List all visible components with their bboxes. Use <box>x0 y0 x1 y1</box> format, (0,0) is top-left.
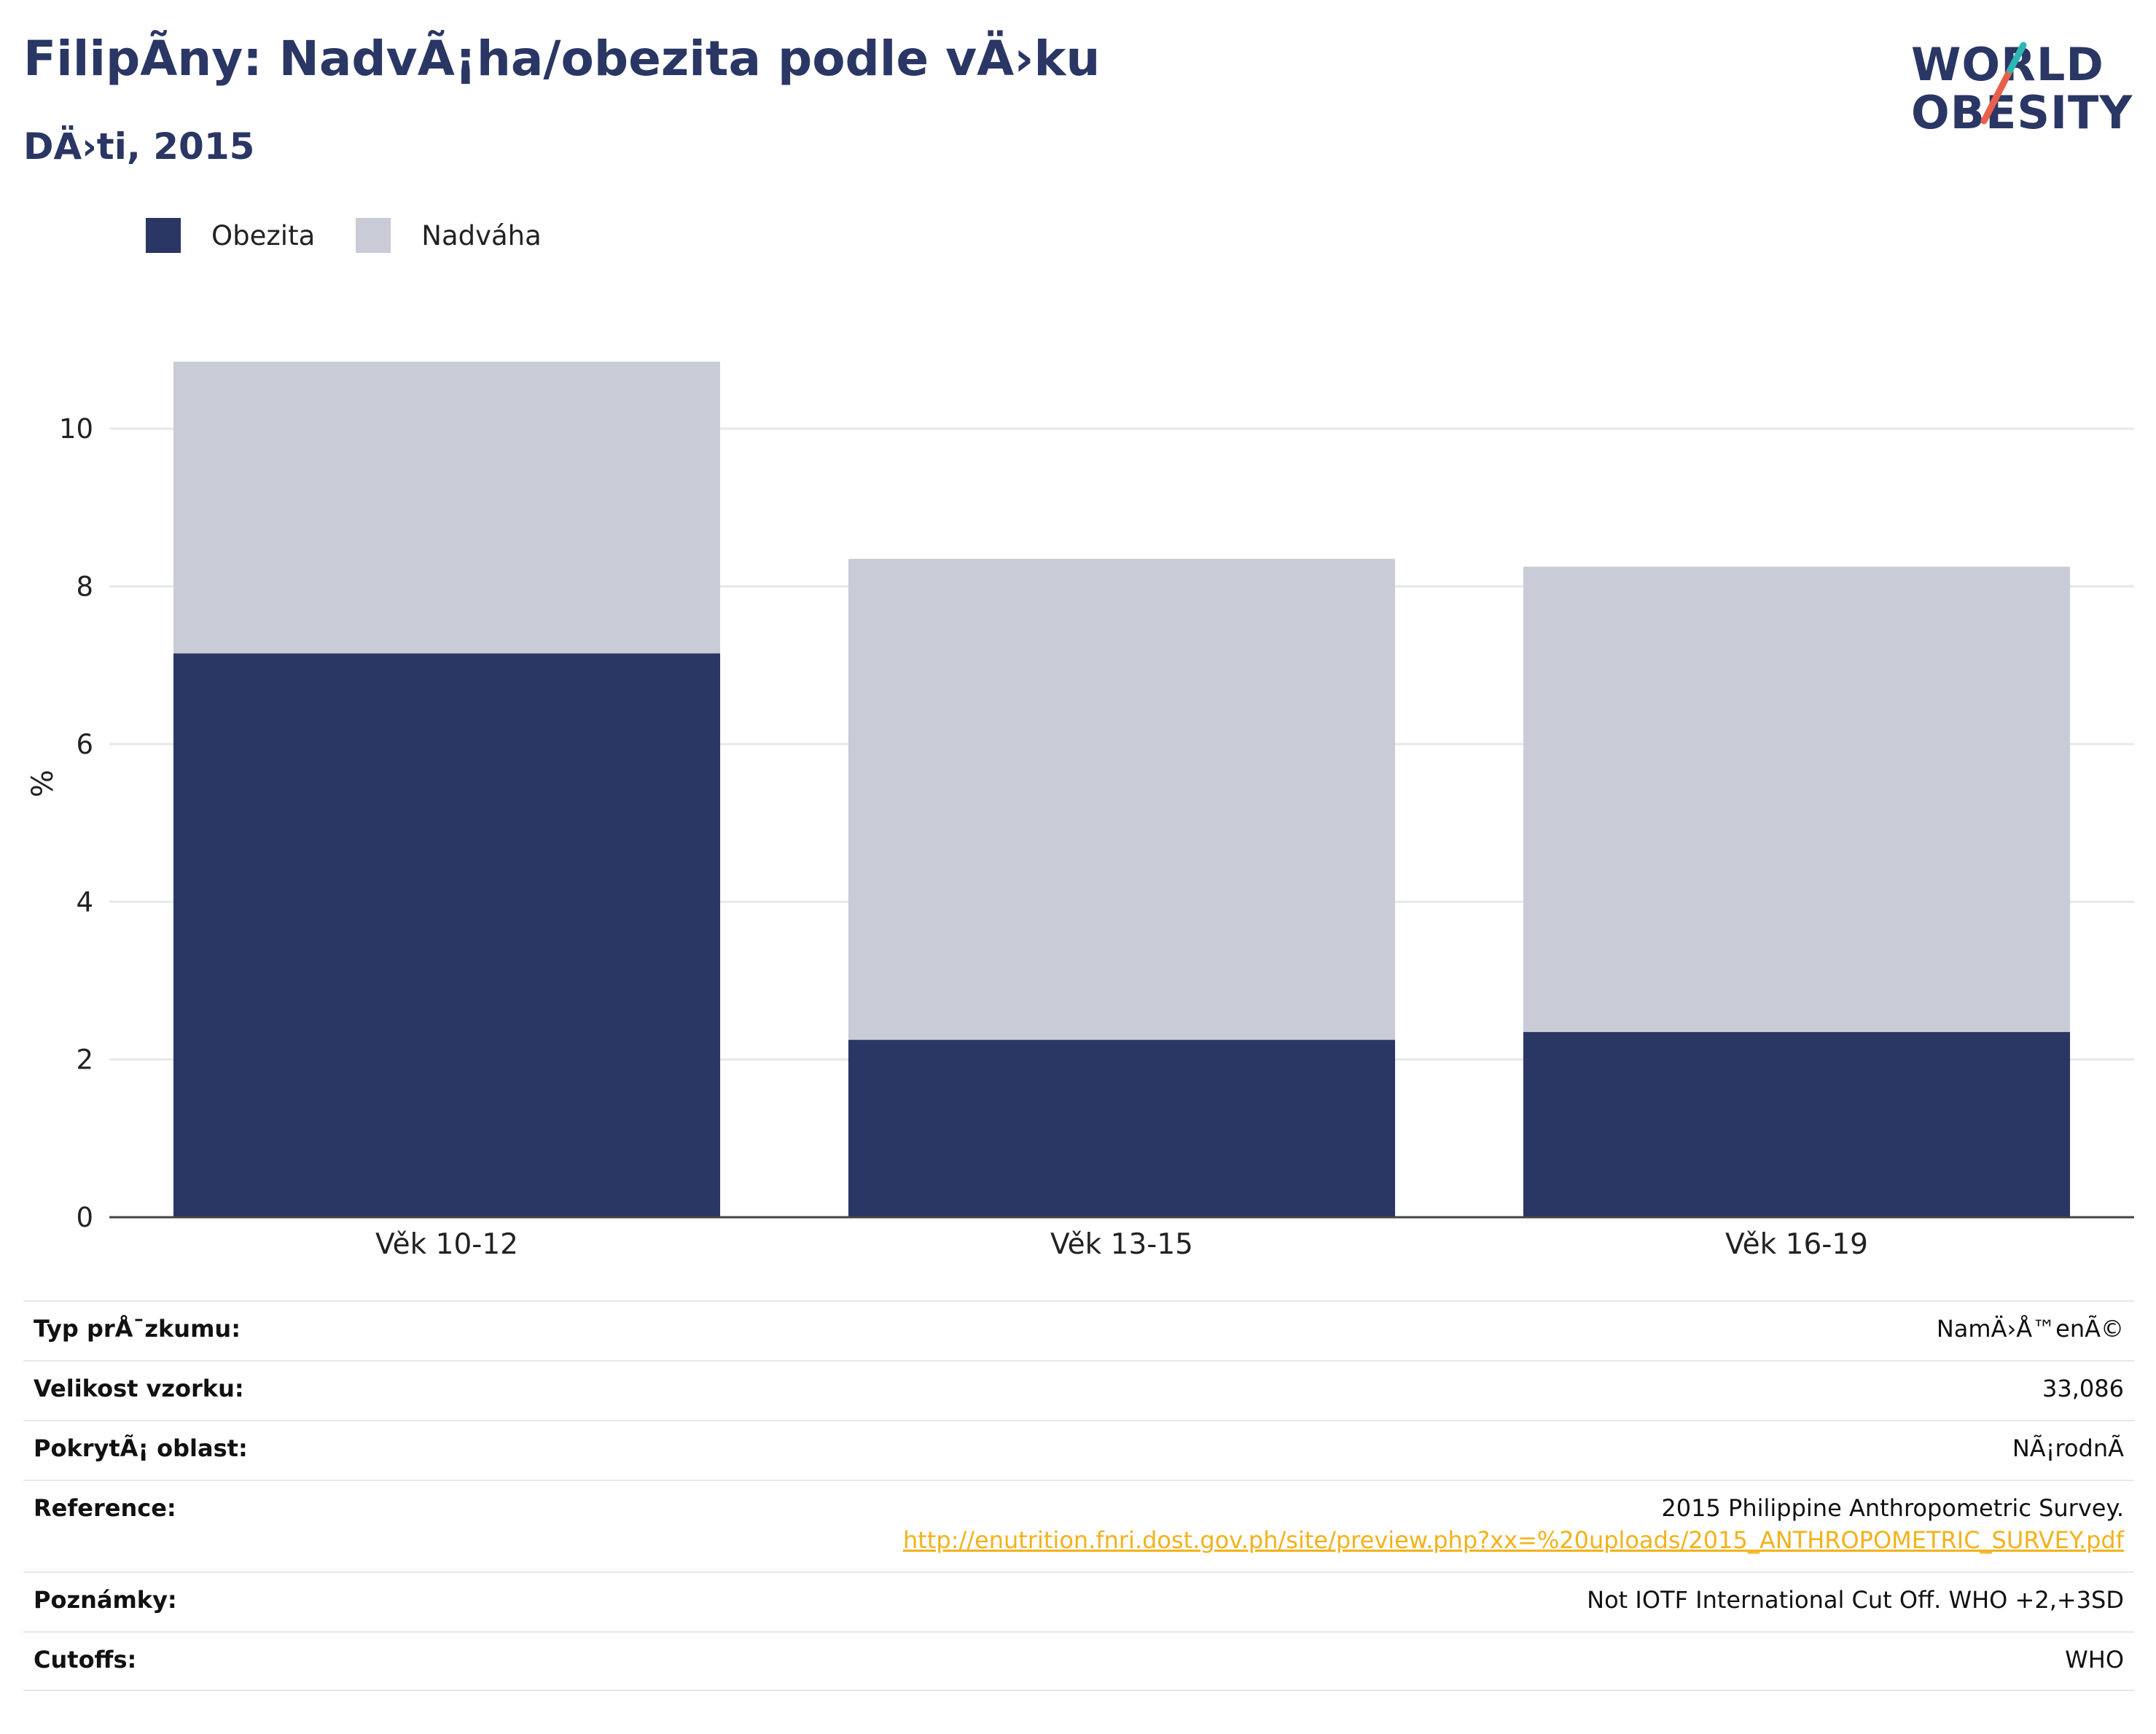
info-row-sample-size: Velikost vzorku: 33,086 <box>23 1360 2134 1420</box>
info-key: Reference: <box>34 1494 176 1522</box>
info-row-reference: Reference: 2015 Philippine Anthropometri… <box>23 1480 2134 1571</box>
info-key: Typ prÅ¯zkumu: <box>34 1315 241 1343</box>
x-tick-label: Věk 10-12 <box>375 1228 518 1261</box>
info-value: 33,086 <box>2042 1375 2124 1402</box>
world-obesity-logo[interactable]: WORLD OBESITY <box>1902 35 2143 159</box>
y-tick-label: 4 <box>76 886 93 918</box>
logo-slash-icon <box>1980 42 2027 125</box>
info-value: Not IOTF International Cut Off. WHO +2,+… <box>1587 1586 2124 1614</box>
bar-obezita <box>848 1039 1396 1217</box>
info-value: 2015 Philippine Anthropometric Survey. h… <box>903 1494 2124 1571</box>
bar-nadvaha <box>848 558 1396 1040</box>
info-key: Poznámky: <box>34 1586 177 1614</box>
legend-item-obezita[interactable]: Obezita <box>146 218 315 253</box>
survey-info-table: Typ prÅ¯zkumu: NamÄ›Å™enÃ© Velikost vzor… <box>23 1300 2134 1691</box>
info-row-notes: Poznámky: Not IOTF International Cut Off… <box>23 1571 2134 1631</box>
reference-link[interactable]: http://enutrition.fnri.dost.gov.ph/site/… <box>903 1526 2124 1554</box>
x-tick-label: Věk 13-15 <box>1050 1228 1193 1261</box>
info-row-cutoffs: Cutoffs: WHO <box>23 1631 2134 1691</box>
y-tick-label: 8 <box>76 571 93 603</box>
legend-label-obezita: Obezita <box>211 219 316 251</box>
chart-subtitle: DÄ›ti, 2015 <box>23 125 255 168</box>
info-value: NamÄ›Å™enÃ© <box>1936 1315 2124 1343</box>
legend-swatch-obezita <box>146 218 181 253</box>
bar-obezita <box>1523 1031 2071 1217</box>
info-key: Cutoffs: <box>34 1646 137 1674</box>
bar-obezita <box>173 653 721 1217</box>
legend-swatch-nadvaha <box>356 218 391 253</box>
chart-legend: Obezita Nadváha <box>146 217 582 254</box>
bar-nadvaha <box>1523 566 2071 1032</box>
chart-title: FilipÃny: NadvÃ¡ha/obezita podle vÄ›ku <box>23 31 1101 87</box>
y-axis-label: % <box>26 770 60 797</box>
info-value: WHO <box>2065 1646 2124 1674</box>
info-value: NÃ¡rodnÃ <box>2012 1434 2124 1462</box>
y-tick-label: 10 <box>59 413 93 445</box>
info-key: PokrytÃ¡ oblast: <box>34 1434 248 1462</box>
legend-item-nadvaha[interactable]: Nadváha <box>356 218 542 253</box>
y-tick-label: 2 <box>76 1044 93 1076</box>
reference-text: 2015 Philippine Anthropometric Survey. <box>1661 1494 2124 1522</box>
logo-line-2: OBESITY <box>1911 86 2133 139</box>
legend-label-nadvaha: Nadváha <box>421 219 542 251</box>
bar-nadvaha <box>173 362 721 654</box>
y-tick-label: 0 <box>76 1202 93 1233</box>
info-row-survey-type: Typ prÅ¯zkumu: NamÄ›Å™enÃ© <box>23 1300 2134 1360</box>
y-tick-label: 6 <box>76 729 93 760</box>
info-key: Velikost vzorku: <box>34 1375 244 1402</box>
x-tick-label: Věk 16-19 <box>1725 1228 1868 1261</box>
info-row-area: PokrytÃ¡ oblast: NÃ¡rodnÃ <box>23 1420 2134 1480</box>
bar-chart: 0 2 4 6 8 10% Věk 10-12 Věk 13-15 Věk 16-19 <box>26 362 2134 1261</box>
